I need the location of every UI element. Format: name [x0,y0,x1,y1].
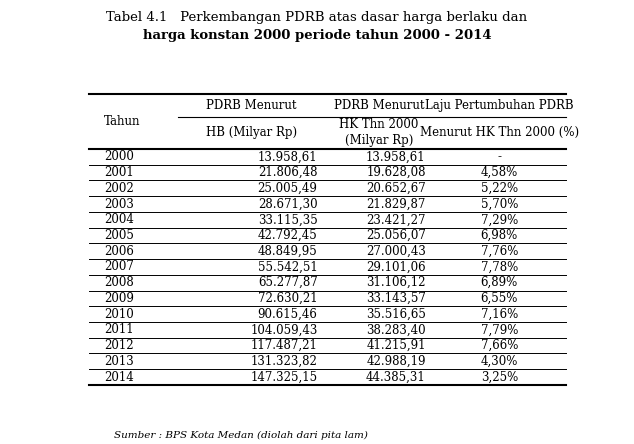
Text: 2003: 2003 [104,198,134,210]
Text: 6,89%: 6,89% [481,276,518,289]
Text: 20.652,67: 20.652,67 [366,182,425,195]
Text: 55.542,51: 55.542,51 [258,261,318,274]
Text: 2010: 2010 [104,308,134,321]
Text: 65.277,87: 65.277,87 [258,276,318,289]
Text: 117.487,21: 117.487,21 [250,339,318,352]
Text: 7,78%: 7,78% [481,261,518,274]
Text: -: - [497,151,501,163]
Text: 23.421,27: 23.421,27 [366,213,425,226]
Text: 90.615,46: 90.615,46 [257,308,318,321]
Text: 42.988,19: 42.988,19 [366,355,425,368]
Text: Laju Pertumbuhan PDRB: Laju Pertumbuhan PDRB [425,99,574,112]
Text: 104.059,43: 104.059,43 [250,323,318,337]
Text: 4,30%: 4,30% [481,355,518,368]
Text: 2007: 2007 [104,261,134,274]
Text: 2005: 2005 [104,229,134,242]
Text: 5,22%: 5,22% [481,182,518,195]
Text: 7,66%: 7,66% [481,339,518,352]
Text: HB (Milyar Rp): HB (Milyar Rp) [205,126,297,139]
Text: 6,98%: 6,98% [481,229,518,242]
Text: 42.792,45: 42.792,45 [258,229,318,242]
Text: 28.671,30: 28.671,30 [258,198,318,210]
Text: 41.215,91: 41.215,91 [366,339,425,352]
Text: 5,70%: 5,70% [481,198,518,210]
Text: 7,76%: 7,76% [481,245,518,258]
Text: 2006: 2006 [104,245,134,258]
Text: 131.323,82: 131.323,82 [250,355,318,368]
Text: 2004: 2004 [104,213,134,226]
Text: 4,58%: 4,58% [481,166,518,179]
Text: 2013: 2013 [104,355,134,368]
Text: 3,25%: 3,25% [481,371,518,384]
Text: Tahun: Tahun [104,115,140,128]
Text: 2000: 2000 [104,151,134,163]
Text: PDRB Menurut: PDRB Menurut [333,99,424,112]
Text: 13.958,61: 13.958,61 [258,151,318,163]
Text: 27.000,43: 27.000,43 [366,245,425,258]
Text: 2009: 2009 [104,292,134,305]
Text: 21.829,87: 21.829,87 [366,198,425,210]
Text: 21.806,48: 21.806,48 [258,166,318,179]
Text: 48.849,95: 48.849,95 [258,245,318,258]
Text: 35.516,65: 35.516,65 [366,308,425,321]
Text: 38.283,40: 38.283,40 [366,323,425,337]
Text: 2014: 2014 [104,371,134,384]
Text: 31.106,12: 31.106,12 [366,276,425,289]
Text: PDRB Menurut: PDRB Menurut [206,99,297,112]
Text: HK Thn 2000
(Milyar Rp): HK Thn 2000 (Milyar Rp) [339,118,418,147]
Text: 25.005,49: 25.005,49 [257,182,318,195]
Text: 33.115,35: 33.115,35 [258,213,318,226]
Text: 19.628,08: 19.628,08 [366,166,425,179]
Text: 7,29%: 7,29% [481,213,518,226]
Text: 7,16%: 7,16% [481,308,518,321]
Text: 2012: 2012 [104,339,133,352]
Text: 7,79%: 7,79% [481,323,518,337]
Text: 2001: 2001 [104,166,134,179]
Text: 33.143,57: 33.143,57 [366,292,425,305]
Text: 6,55%: 6,55% [481,292,518,305]
Text: 29.101,06: 29.101,06 [366,261,425,274]
Text: Tabel 4.1   Perkembangan PDRB atas dasar harga berlaku dan: Tabel 4.1 Perkembangan PDRB atas dasar h… [107,11,527,24]
Text: 25.056,07: 25.056,07 [366,229,425,242]
Text: 2011: 2011 [104,323,133,337]
Text: 147.325,15: 147.325,15 [250,371,318,384]
Text: Menurut HK Thn 2000 (%): Menurut HK Thn 2000 (%) [420,126,579,139]
Text: 44.385,31: 44.385,31 [366,371,425,384]
Text: 72.630,21: 72.630,21 [258,292,318,305]
Text: 2008: 2008 [104,276,134,289]
Text: 13.958,61: 13.958,61 [366,151,425,163]
Text: harga konstan 2000 periode tahun 2000 - 2014: harga konstan 2000 periode tahun 2000 - … [143,29,491,42]
Text: Sumber : BPS Kota Medan (diolah dari pita lam): Sumber : BPS Kota Medan (diolah dari pit… [114,431,368,440]
Text: 2002: 2002 [104,182,134,195]
